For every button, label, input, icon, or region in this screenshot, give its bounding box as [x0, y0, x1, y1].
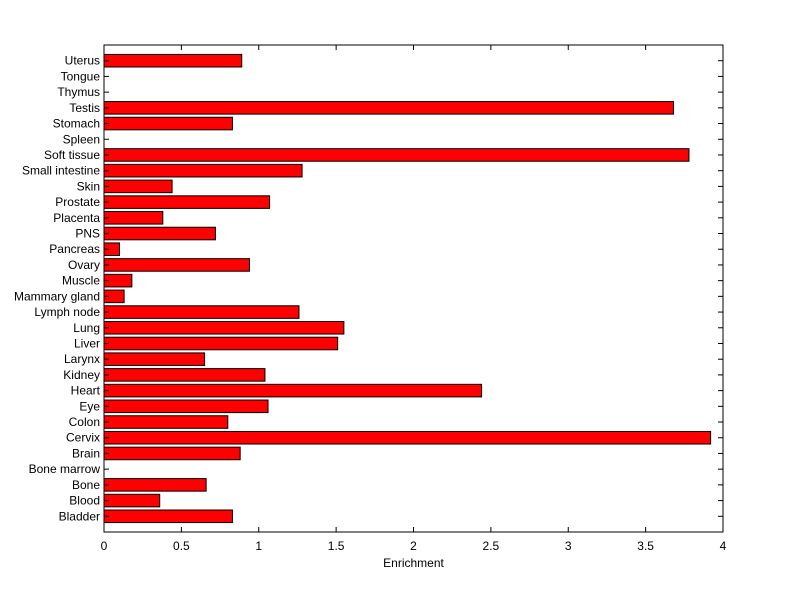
- y-tick-label-bladder: Bladder: [59, 509, 100, 523]
- bar-lymph-node: [103, 305, 300, 319]
- x-tick-label: 2.5: [483, 539, 500, 553]
- y-tick-label-heart: Heart: [71, 384, 101, 398]
- bar-bladder: [103, 509, 233, 524]
- y-tick-label-stomach: Stomach: [53, 117, 100, 131]
- x-tick-label: 4: [720, 539, 727, 553]
- bar-uterus: [103, 53, 243, 68]
- bar-small-intestine: [103, 163, 303, 178]
- bar-colon: [103, 415, 229, 429]
- y-tick-label-placenta: Placenta: [53, 211, 100, 225]
- y-tick-label-pancreas: Pancreas: [49, 242, 100, 256]
- bar-testis: [103, 101, 674, 115]
- y-tick-label-prostate: Prostate: [55, 195, 100, 209]
- tick-group: [103, 45, 724, 532]
- y-tick-label-brain: Brain: [72, 446, 100, 460]
- y-tick-label-ovary: Ovary: [68, 258, 100, 272]
- y-tick-label-small-intestine: Small intestine: [22, 164, 100, 178]
- bar-bone: [103, 478, 207, 492]
- bar-pns: [103, 226, 216, 241]
- plot-frame: [103, 44, 724, 533]
- y-tick-label-bone-marrow: Bone marrow: [29, 462, 101, 476]
- y-tick-label-spleen: Spleen: [63, 132, 100, 146]
- y-tick-label-kidney: Kidney: [63, 368, 100, 382]
- y-tick-label-pns: PNS: [75, 227, 100, 241]
- bar-liver: [103, 336, 339, 351]
- bar-cervix: [103, 430, 712, 445]
- y-tick-label-eye: Eye: [79, 399, 100, 413]
- y-tick-label-liver: Liver: [74, 336, 100, 350]
- bar-placenta: [103, 211, 164, 225]
- x-tick-label: 1: [255, 539, 262, 553]
- y-tick-label-muscle: Muscle: [62, 274, 100, 288]
- x-axis-label: Enrichment: [383, 556, 444, 570]
- x-tick-label: 0: [101, 539, 108, 553]
- y-tick-label-colon: Colon: [69, 415, 100, 429]
- y-tick-label-cervix: Cervix: [66, 431, 100, 445]
- y-tick-label-testis: Testis: [69, 101, 100, 115]
- x-tick-label: 1.5: [328, 539, 345, 553]
- bar-heart: [103, 383, 483, 398]
- y-tick-label-soft-tissue: Soft tissue: [44, 148, 100, 162]
- bar-skin: [103, 179, 173, 194]
- bar-stomach: [103, 116, 233, 131]
- x-tick-label: 3: [565, 539, 572, 553]
- x-tick-label: 0.5: [173, 539, 190, 553]
- y-tick-label-blood: Blood: [69, 494, 100, 508]
- bar-prostate: [103, 195, 271, 209]
- y-tick-label-larynx: Larynx: [64, 352, 100, 366]
- x-tick-labels: 0 0.5 1 1.5 2 2.5 3 3.5 4: [101, 539, 727, 553]
- bar-eye: [103, 399, 269, 414]
- bar-blood: [103, 493, 161, 508]
- y-tick-label-lymph-node: Lymph node: [34, 305, 100, 319]
- y-tick-label-bone: Bone: [72, 478, 100, 492]
- y-tick-label-uterus: Uterus: [65, 54, 100, 68]
- bar-kidney: [103, 368, 266, 382]
- y-tick-label-lung: Lung: [73, 321, 100, 335]
- y-tick-label-thymus: Thymus: [57, 85, 100, 99]
- bar-larynx: [103, 352, 206, 366]
- y-tick-label-tongue: Tongue: [61, 69, 101, 83]
- x-tick-label: 3.5: [637, 539, 654, 553]
- y-tick-label-skin: Skin: [77, 179, 100, 193]
- bar-lung: [103, 320, 345, 335]
- bar-ovary: [103, 258, 250, 272]
- bar-soft-tissue: [103, 148, 690, 162]
- bar-brain: [103, 446, 241, 461]
- x-tick-label: 2: [410, 539, 417, 553]
- y-tick-label-mammary-gland: Mammary gland: [14, 289, 100, 303]
